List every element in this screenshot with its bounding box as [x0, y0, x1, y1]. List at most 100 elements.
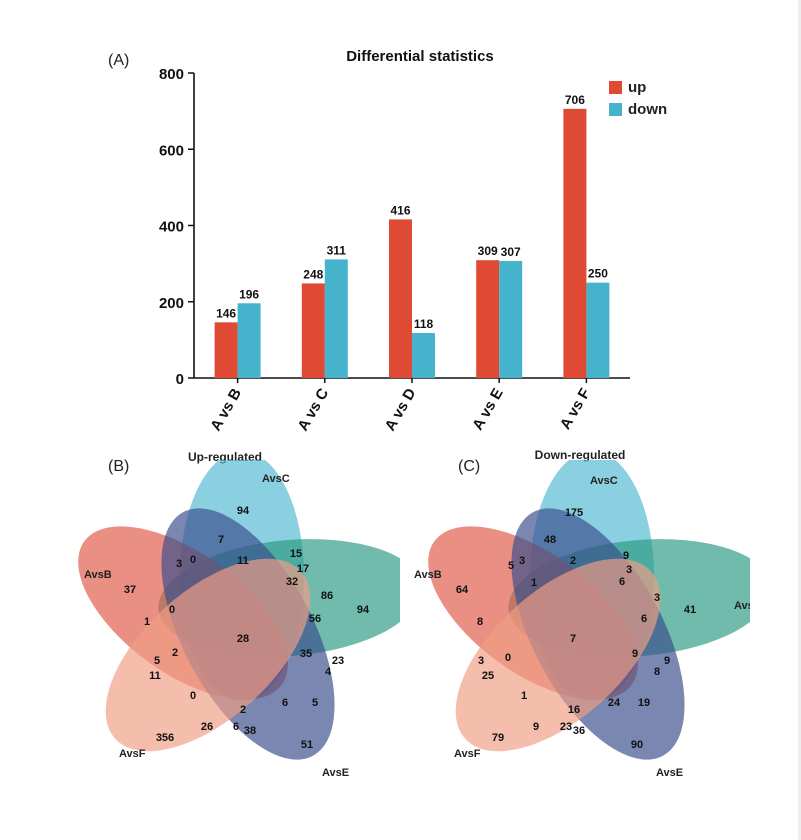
venn-region-count: 8	[477, 616, 483, 628]
venn-set-label: AvsF	[454, 748, 481, 760]
venn-region-count: 1	[144, 616, 150, 628]
right-edge-border	[798, 0, 801, 840]
bar	[301, 283, 325, 378]
venn-region-count: 9	[623, 550, 629, 562]
bar-data-label: 309	[478, 244, 498, 258]
venn-set-label: AvsE	[322, 767, 349, 779]
venn-region-count: 2	[240, 704, 246, 716]
venn-region-count: 6	[619, 576, 625, 588]
venn-region-count: 90	[631, 739, 643, 751]
venn-region-count: 6	[282, 697, 288, 709]
legend-up: up	[609, 79, 646, 96]
venn-set-label: AvsC	[262, 473, 290, 485]
bar-data-label: 706	[565, 93, 585, 107]
venn-region-count: 3	[654, 592, 660, 604]
venn-region-count: 35	[300, 648, 312, 660]
venn-region-count: 8	[654, 666, 660, 678]
venn-down-title: Down-regulated	[534, 448, 626, 462]
venn-region-count: 48	[544, 534, 556, 546]
venn-region-count: 356	[156, 732, 174, 744]
bar	[214, 322, 238, 378]
venn-set-label: AvsB	[84, 569, 112, 581]
venn-set-label: AvsF	[119, 748, 146, 760]
bar-data-label: 311	[327, 243, 347, 257]
bar	[586, 282, 610, 378]
venn-region-count: 9	[632, 648, 638, 660]
venn-region-count: 6	[641, 613, 647, 625]
venn-region-count: 15	[290, 548, 302, 560]
venn-region-count: 28	[237, 633, 249, 645]
bar-chart: Differential statistics 0 200 400 600 800 A v…	[159, 48, 630, 434]
legend-down: down	[609, 101, 667, 118]
y-tick-label: 0	[176, 371, 184, 388]
venn-region-count: 23	[560, 721, 572, 733]
y-tick-label: 200	[159, 295, 184, 312]
x-tick-label: A vs C	[294, 385, 332, 434]
x-tick-label: A vs F	[557, 386, 594, 433]
venn-region-count: 7	[570, 633, 576, 645]
bar-data-label: 416	[390, 203, 410, 217]
chart-title: Differential statistics	[346, 48, 494, 65]
venn-region-count: 94	[357, 604, 370, 616]
venn-region-count: 0	[190, 554, 196, 566]
venn-region-count: 175	[565, 507, 583, 519]
bar	[389, 219, 412, 378]
venn-region-count: 4	[325, 666, 332, 678]
venn-region-count: 0	[190, 690, 196, 702]
bar	[237, 303, 261, 378]
venn-region-count: 23	[332, 655, 344, 667]
venn-region-count: 36	[573, 725, 585, 737]
venn-region-count: 1	[521, 690, 527, 702]
panel-label-b: (B)	[108, 458, 130, 475]
bar	[324, 259, 348, 378]
venn-region-count: 5	[154, 655, 160, 667]
venn-region-count: 17	[297, 563, 309, 575]
venn-region-count: 7	[218, 534, 224, 546]
venn-region-count: 24	[608, 697, 621, 709]
bar-data-label: 307	[501, 245, 521, 259]
venn-region-count: 6	[233, 721, 239, 733]
legend-down-label: down	[628, 101, 668, 118]
legend-up-swatch	[609, 81, 622, 94]
venn-set-label: AvsC	[590, 475, 618, 487]
venn-region-count: 16	[568, 704, 580, 716]
bar-data-label: 248	[303, 267, 323, 281]
venn-region-count: 51	[301, 739, 313, 751]
panel-label-a: (A)	[108, 52, 130, 69]
venn-down-diagram: AvsBAvsCAvsDAvsEAvsF64175419079533259389…	[414, 460, 750, 779]
venn-region-count: 9	[664, 655, 670, 667]
venn-set-f	[455, 558, 661, 752]
x-tick-label: A vs D	[382, 385, 420, 434]
panel-label-c: (C)	[458, 458, 481, 475]
venn-region-count: 5	[508, 560, 514, 572]
venn-region-count: 32	[286, 576, 298, 588]
venn-region-count: 9	[533, 721, 539, 733]
legend-down-swatch	[609, 103, 622, 116]
y-tick-label: 400	[159, 219, 184, 236]
legend-up-label: up	[628, 79, 647, 96]
venn-set-label: AvsE	[656, 767, 683, 779]
bar-data-label: 196	[239, 287, 259, 301]
bar	[563, 108, 587, 379]
venn-region-count: 56	[309, 613, 321, 625]
venn-region-count: 0	[505, 652, 511, 664]
venn-region-count: 79	[492, 732, 504, 744]
venn-region-count: 5	[312, 697, 318, 709]
venn-set-label: AvsB	[414, 569, 442, 581]
venn-region-count: 11	[149, 670, 161, 682]
venn-set-f	[105, 558, 311, 752]
venn-region-count: 64	[456, 584, 469, 596]
venn-region-count: 11	[237, 555, 249, 567]
venn-region-count: 37	[124, 584, 136, 596]
bar	[499, 260, 523, 378]
x-tick-label: A vs E	[469, 386, 506, 434]
venn-region-count: 2	[570, 555, 576, 567]
y-tick-label: 600	[159, 142, 184, 159]
venn-region-count: 1	[531, 577, 537, 589]
venn-region-count: 3	[478, 655, 484, 667]
venn-region-count: 3	[519, 555, 525, 567]
x-tick-label: A vs B	[207, 385, 245, 434]
bar	[412, 333, 435, 378]
bar-data-label: 250	[588, 267, 608, 281]
